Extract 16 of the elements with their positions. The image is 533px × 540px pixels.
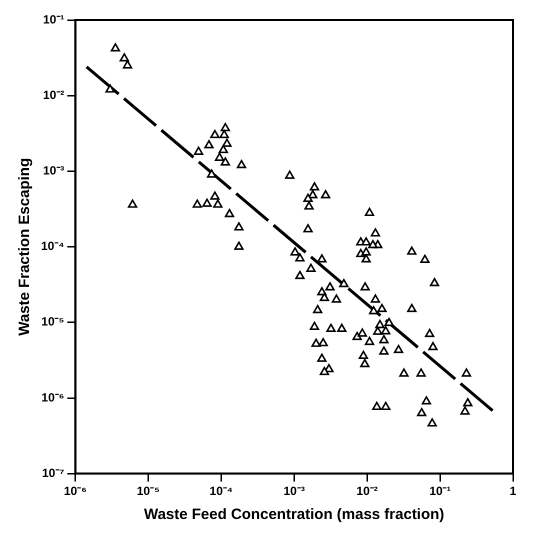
y-tick-label: 10⁻⁴ [40, 239, 64, 254]
x-tick-label: 10⁻¹ [429, 484, 451, 498]
x-tick-label: 1 [510, 484, 517, 498]
y-tick-label: 10⁻⁵ [41, 314, 64, 329]
x-axis-title: Waste Feed Concentration (mass fraction) [144, 506, 444, 524]
y-tick-label: 10⁻² [42, 88, 64, 102]
x-tick-label: 10⁻³ [283, 484, 305, 498]
y-tick-label: 10⁻³ [42, 164, 64, 178]
y-tick-label: 10⁻⁶ [41, 390, 64, 404]
x-tick-label: 10⁻⁶ [64, 484, 87, 498]
y-tick-label: 10⁻¹ [42, 12, 64, 26]
x-tick-label: 10⁻⁴ [210, 484, 233, 498]
y-axis-title: Waste Fraction Escaping [16, 158, 34, 336]
x-tick-label: 10⁻² [356, 484, 378, 498]
x-tick-label: 10⁻⁵ [136, 484, 160, 498]
y-tick-label: 10⁻⁷ [42, 466, 64, 480]
